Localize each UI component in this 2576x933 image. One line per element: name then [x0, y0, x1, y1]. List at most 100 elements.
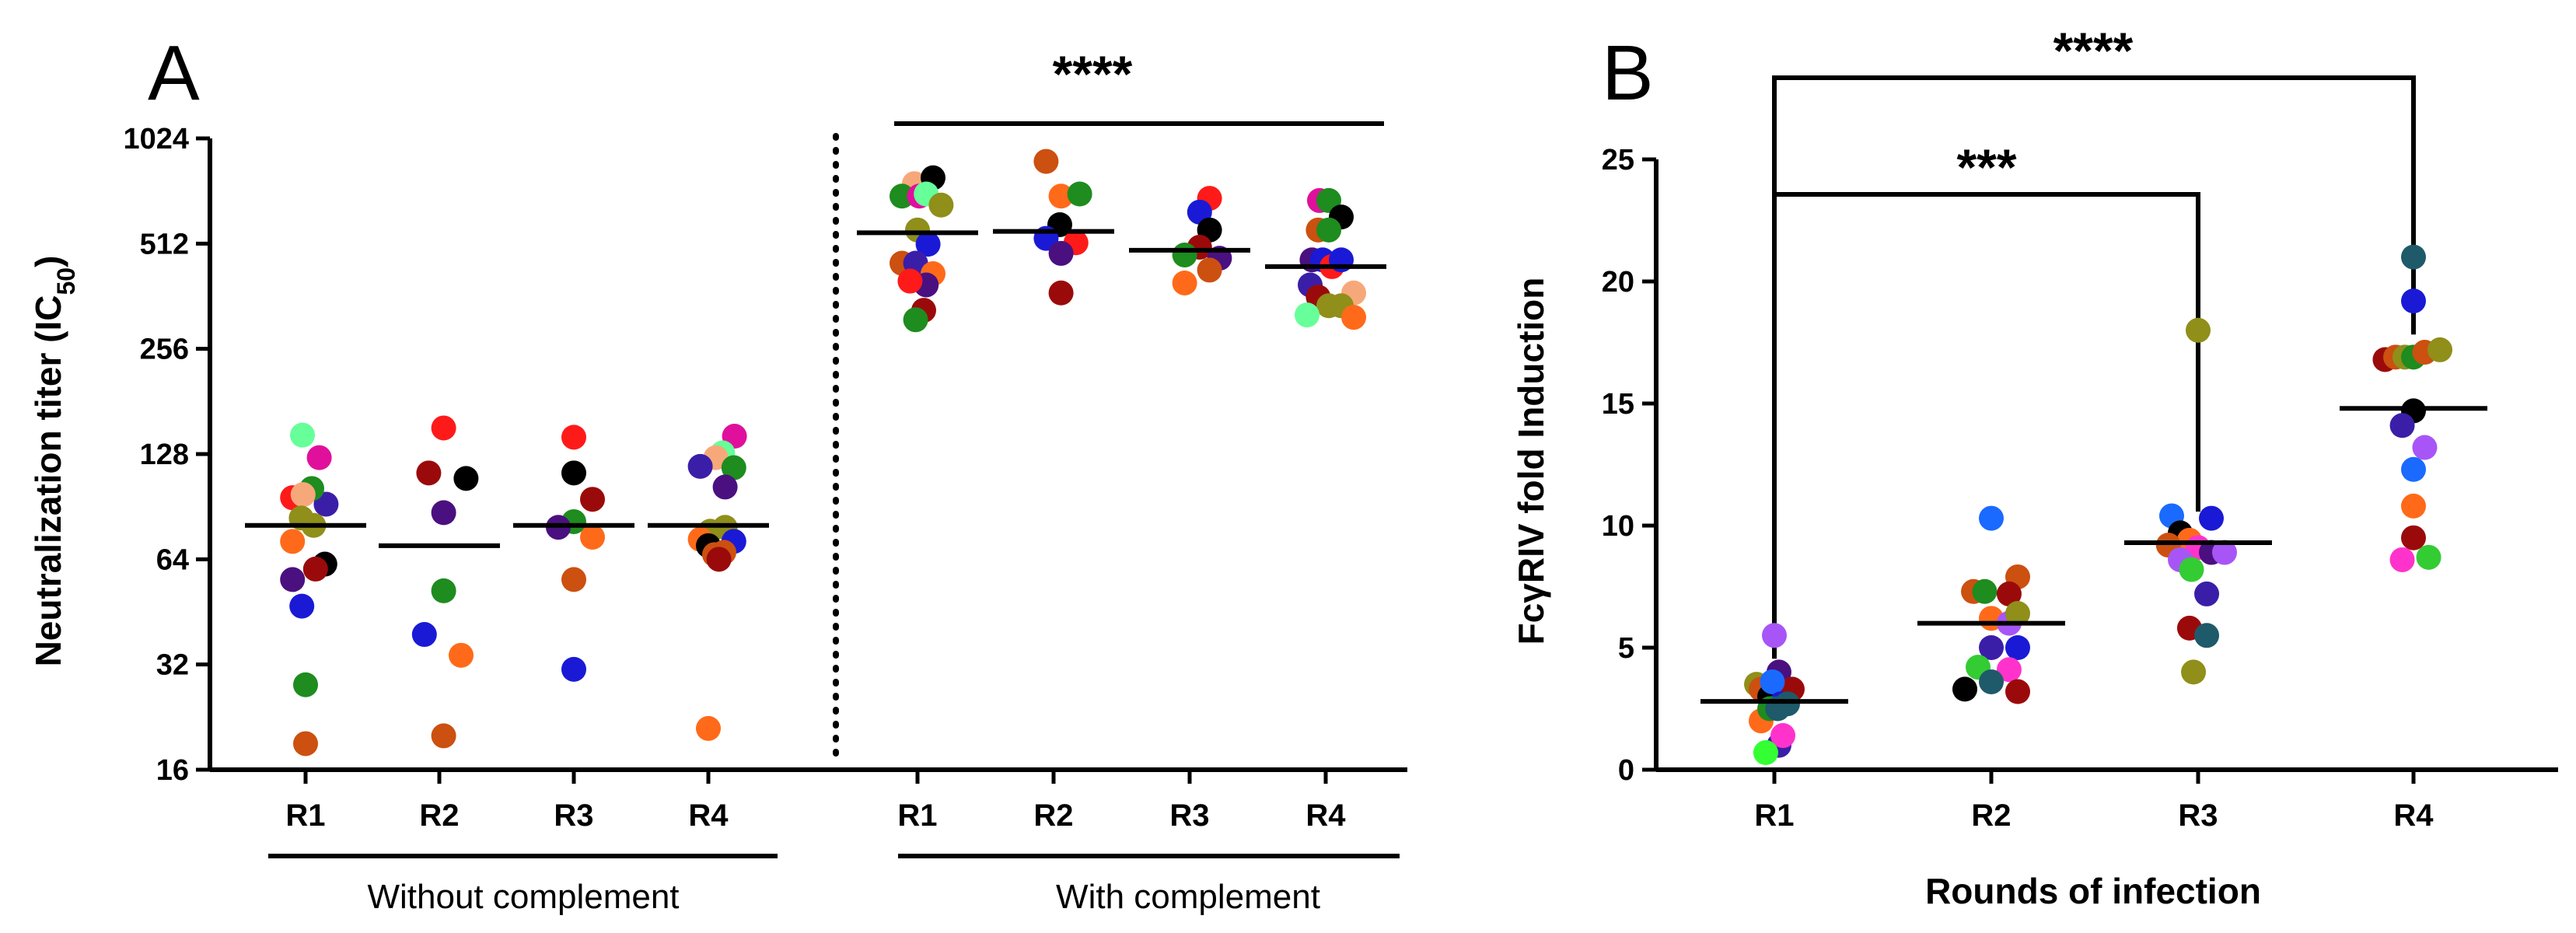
panel-b-data-point	[1760, 669, 1785, 694]
panel-b-data-point	[2401, 244, 2426, 270]
panel-a-data-point	[915, 232, 941, 257]
panel-b-data-point	[2401, 493, 2426, 519]
panel-a-data-point	[431, 578, 456, 603]
panel-a-data-point	[293, 731, 318, 757]
panel-a-y-tick-label: 256	[140, 334, 189, 366]
panel-a-data-point	[580, 487, 605, 512]
panel-b-data-point	[2416, 544, 2441, 570]
panel-a: A **** Neutralization titer (IC50) 16 32 6…	[28, 30, 1407, 916]
panel-a-data-point	[561, 460, 586, 486]
panel-a-data-point	[280, 567, 306, 592]
panel-a-data-point	[1197, 257, 1222, 283]
panel-a-data-point	[561, 425, 586, 450]
panel-a-letter: A	[148, 30, 200, 117]
panel-a-data-point	[903, 307, 928, 333]
panel-a-data-point	[1048, 280, 1074, 306]
panel-a-data-point	[431, 500, 456, 526]
panel-a-data-point	[706, 547, 732, 572]
panel-b-data-point	[2389, 413, 2415, 439]
panel-a-data-point	[687, 453, 713, 479]
panel-b-points	[1744, 244, 2452, 766]
group-label-with-complement: With complement	[1056, 878, 1320, 916]
panel-b-category-label: R1	[1754, 798, 1794, 833]
panel-b-y-tick-label: 5	[1618, 632, 1634, 665]
group-label-without-complement: Without complement	[367, 878, 679, 916]
panel-a-data-point	[302, 556, 328, 582]
panel-a-category-label: R3	[554, 798, 593, 833]
panel-a-data-point	[289, 593, 315, 619]
panel-b-x-ticks: R1 R2 R3 R4	[1754, 770, 2434, 833]
panel-a-data-point	[1048, 183, 1074, 209]
panel-a-data-point	[897, 268, 923, 294]
panel-b-data-point	[2199, 505, 2224, 531]
panel-b-data-point	[2401, 525, 2426, 550]
panel-b-comparison-label: ***	[1956, 138, 2016, 196]
panel-a-category-label: R1	[897, 798, 937, 833]
panel-a-data-point	[580, 524, 605, 550]
panel-b-data-point	[1996, 581, 2022, 606]
panel-a-category-label: R1	[285, 798, 325, 833]
panel-a-data-point	[416, 460, 442, 486]
panel-a-data-point	[1295, 302, 1319, 328]
panel-b-data-point	[1972, 578, 1998, 604]
panel-a-category-label: R2	[1033, 798, 1073, 833]
panel-a-category-label: R3	[1169, 798, 1209, 833]
panel-a-significance: ****	[1053, 45, 1133, 103]
panel-b-data-point	[2401, 288, 2426, 314]
panel-a-data-point	[928, 192, 954, 218]
panel-a-y-tick-label: 1024	[123, 123, 189, 156]
panel-b-data-point	[2389, 547, 2415, 572]
panel-b-y-tick-label: 20	[1602, 266, 1634, 299]
panel-b-y-tick-label: 10	[1602, 510, 1634, 543]
panel-a-data-point	[561, 656, 586, 682]
panel-a-x-ticks: R1 R2 R3 R4 R1 R2 R3 R4	[285, 770, 1346, 833]
panel-a-y-axis-title: Neutralization titer (IC50)	[28, 256, 80, 667]
panel-a-y-tick-label: 32	[156, 649, 189, 682]
panel-a-y-tick-label: 512	[140, 228, 189, 260]
panel-b-data-point	[1775, 691, 1800, 717]
panel-b-data-point	[2194, 581, 2220, 606]
panel-a-data-point	[290, 482, 316, 508]
panel-a-y-tick-label: 64	[156, 543, 189, 576]
panel-a-data-point	[712, 474, 738, 500]
panel-a-data-point	[1048, 240, 1074, 266]
panel-a-y-tick-label: 128	[140, 439, 189, 471]
panel-b-data-point	[2005, 679, 2030, 704]
panel-a-data-point	[431, 415, 456, 441]
panel-b-data-point	[2212, 540, 2237, 565]
panel-b-comparison-bracket	[1772, 75, 2416, 659]
panel-a-data-point	[290, 422, 315, 448]
panel-a-data-point	[306, 445, 332, 470]
panel-b-data-point	[1996, 657, 2022, 683]
panel-a-data-point	[561, 567, 586, 592]
panel-b-data-point	[2005, 601, 2030, 627]
panel-a-data-point	[431, 723, 456, 749]
panel-a-medians	[245, 229, 1386, 548]
panel-a-data-point	[1172, 270, 1197, 295]
panel-a-data-point	[721, 455, 746, 480]
panel-b-y-axis-title: FcγRIV fold Induction	[1511, 278, 1551, 645]
panel-b-x-axis-title: Rounds of infection	[1925, 871, 2261, 911]
panel-b-data-point	[1979, 669, 2004, 694]
panel-b-medians	[1700, 406, 2487, 704]
panel-b-data-point	[2179, 557, 2204, 582]
panel-b-data-point	[2005, 635, 2030, 660]
panel-b-data-point	[1762, 623, 1787, 648]
panel-a-data-point	[890, 183, 914, 209]
panel-b: B FcγRIV fold Induction Rounds of infect…	[1511, 22, 2558, 911]
panel-a-data-point	[1033, 149, 1059, 174]
panel-b-category-label: R2	[1971, 798, 2011, 833]
panel-b-category-label: R4	[2393, 798, 2434, 833]
panel-a-category-label: R4	[1305, 798, 1346, 833]
panel-b-data-point	[2427, 337, 2452, 362]
panel-b-data-point	[1753, 740, 1778, 766]
panel-b-data-point	[2401, 456, 2426, 482]
panel-a-category-label: R4	[688, 798, 729, 833]
panel-a-points	[280, 149, 1366, 757]
panel-a-data-point	[280, 529, 306, 554]
panel-b-data-point	[1770, 723, 1796, 749]
panel-a-data-point	[449, 642, 474, 668]
panel-b-comparison-label: ****	[2053, 22, 2134, 79]
panel-b-y-tick-label: 25	[1602, 144, 1634, 176]
